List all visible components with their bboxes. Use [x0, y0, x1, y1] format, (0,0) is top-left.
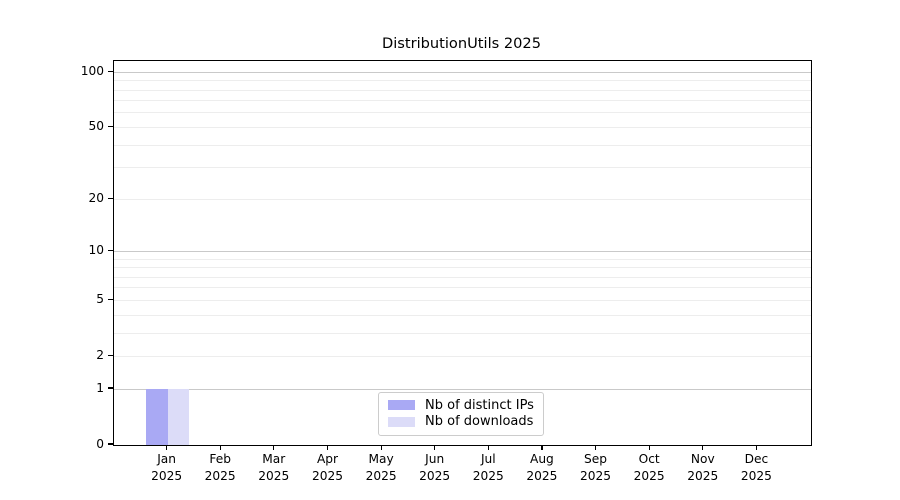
legend-item-distinct-ips: Nb of distinct IPs — [388, 397, 534, 414]
y-gridline-minor — [114, 314, 811, 316]
legend: Nb of distinct IPs Nb of downloads — [378, 392, 544, 436]
x-axis-tick — [434, 445, 436, 450]
plot-area — [113, 60, 812, 446]
x-axis-tick — [326, 445, 329, 450]
y-axis-tick-label: 0 — [96, 437, 104, 451]
y-gridline-major — [114, 388, 811, 390]
y-axis-tick-label: 2 — [96, 348, 104, 363]
y-gridline-minor — [114, 112, 811, 114]
y-axis-tick-label: 20 — [88, 191, 104, 206]
x-axis-tick — [594, 445, 597, 450]
y-axis-tick — [108, 125, 113, 128]
y-axis-tick-label: 50 — [88, 119, 104, 134]
x-axis-tick — [702, 445, 704, 450]
x-axis-tick-label: Jun 2025 — [419, 452, 451, 483]
y-gridline-minor — [114, 198, 811, 200]
legend-swatch-downloads — [388, 416, 415, 427]
x-axis-tick-label: Sep 2025 — [579, 452, 612, 483]
y-gridline-minor — [114, 80, 811, 82]
legend-swatch-distinct-ips — [388, 400, 415, 411]
x-axis-tick — [648, 445, 650, 450]
y-gridline-minor — [114, 355, 811, 357]
y-axis-tick-label: 100 — [80, 64, 104, 79]
x-axis-tick-label: Mar 2025 — [258, 452, 290, 483]
bar-downloads — [167, 389, 189, 445]
y-gridline-major — [114, 71, 811, 73]
y-gridline-minor — [114, 299, 811, 301]
x-axis-tick — [380, 445, 382, 450]
y-axis-tick-label: 10 — [88, 243, 104, 258]
x-axis-tick — [166, 445, 168, 450]
x-axis-tick-label: Feb 2025 — [204, 452, 236, 483]
y-axis-tick — [108, 443, 113, 445]
y-gridline-minor — [114, 258, 811, 260]
x-axis-tick — [541, 445, 543, 450]
legend-item-downloads: Nb of downloads — [388, 414, 534, 431]
y-axis-tick — [108, 70, 113, 72]
y-gridline-minor — [114, 267, 811, 268]
y-gridline-minor — [114, 89, 811, 91]
y-gridline-minor — [114, 100, 811, 102]
y-gridline-minor — [114, 126, 811, 128]
y-gridline-minor — [114, 167, 811, 169]
x-axis-tick-label: Jul 2025 — [472, 452, 504, 483]
y-axis-tick-label: 1 — [96, 381, 104, 395]
x-axis-tick-label: Oct 2025 — [633, 452, 665, 483]
y-gridline-minor — [114, 276, 811, 278]
y-gridline-minor — [114, 287, 811, 289]
y-gridline-minor — [114, 144, 811, 146]
y-axis-tick — [108, 387, 113, 389]
x-axis-tick-label: Nov 2025 — [687, 452, 719, 483]
y-gridline-minor — [114, 332, 811, 334]
y-gridline-major — [114, 250, 811, 252]
y-axis-tick-label: 5 — [96, 292, 104, 307]
y-axis-tick — [108, 354, 113, 356]
x-axis-tick-label: May 2025 — [365, 452, 397, 483]
legend-label-distinct-ips: Nb of distinct IPs — [425, 397, 534, 413]
y-axis-tick — [108, 298, 113, 300]
x-axis-tick-label: Apr 2025 — [311, 452, 344, 483]
y-axis-tick — [108, 249, 113, 251]
bar-distinct-ips — [146, 389, 168, 445]
x-axis-tick — [755, 445, 758, 450]
x-axis-tick-label: Jan 2025 — [151, 452, 183, 483]
x-axis-tick — [273, 445, 275, 450]
x-axis-tick — [487, 445, 489, 450]
x-axis-tick-label: Aug 2025 — [526, 452, 558, 483]
chart-title: DistributionUtils 2025 — [381, 35, 542, 52]
x-axis-tick-label: Dec 2025 — [740, 452, 772, 483]
legend-label-downloads: Nb of downloads — [425, 414, 534, 430]
x-axis-tick — [219, 445, 221, 450]
y-axis-tick — [108, 197, 113, 199]
